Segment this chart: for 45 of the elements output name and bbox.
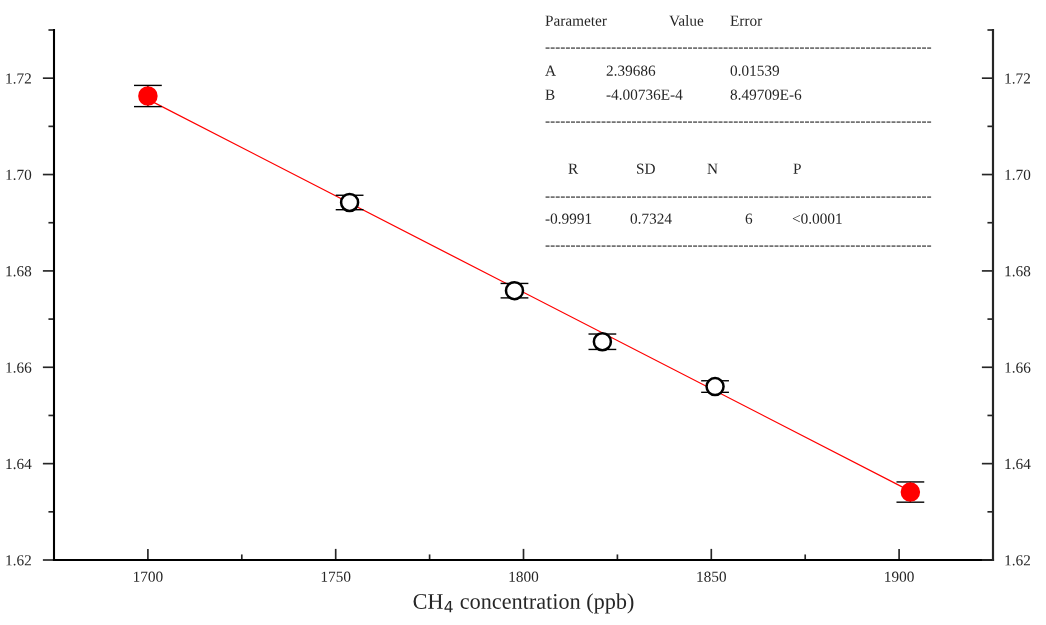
- text: Parameter: [545, 15, 607, 26]
- annotation: -4.00736E-4: [606, 89, 683, 100]
- y2-tick-label: 1.72: [1005, 73, 1030, 84]
- annotation: 0.7324: [630, 213, 672, 224]
- annotation: <0.0001: [792, 213, 842, 224]
- annotation: N: [707, 163, 718, 174]
- text: Value: [669, 15, 704, 26]
- annotation: A: [545, 65, 556, 76]
- point: [339, 192, 360, 213]
- point: [705, 376, 725, 397]
- y-tick-label: 1.70: [6, 169, 32, 181]
- y2-tick-label: 1.70: [1005, 169, 1031, 181]
- text: Error: [730, 15, 763, 26]
- annotation: ----------------------------------------------------------------------------: [545, 47, 932, 49]
- point: [900, 482, 921, 502]
- annotation: -0.9991: [545, 213, 592, 224]
- y-tick-label: 1.68: [6, 266, 32, 277]
- y2-tick-label: 1.68: [1005, 266, 1031, 277]
- x-axis-title: CH$_{4}$ concentration (ppb): [413, 593, 634, 614]
- point: [138, 86, 158, 106]
- annotation: SD: [637, 163, 655, 174]
- annotation: 6: [745, 213, 753, 224]
- y2-tick-label: 1.66: [1005, 362, 1031, 373]
- annotation: B: [545, 89, 555, 100]
- annotation: P: [793, 163, 801, 174]
- y-tick-label: 1.66: [6, 362, 32, 373]
- x-tick-label: 1850: [697, 571, 726, 582]
- annotation: 8.49709E-6: [730, 89, 802, 100]
- y2-tick-label: 1.64: [1005, 458, 1031, 470]
- y2-tick-label: 1.62: [1005, 555, 1030, 566]
- annotation: ----------------------------------------------------------------------------: [545, 121, 932, 123]
- point: [592, 331, 613, 352]
- annotation: 2.39686: [606, 65, 656, 76]
- x-tick-label: 1800: [509, 571, 539, 582]
- annotation: ----------------------------------------------------------------------------: [545, 245, 932, 247]
- y-tick-label: 1.72: [6, 73, 31, 84]
- x-tick-label: 1900: [885, 571, 914, 582]
- annotation: R: [568, 163, 579, 174]
- x-tick-label: 1750: [321, 571, 351, 582]
- x-tick-label: 1700: [133, 571, 163, 582]
- annotation: ----------------------------------------------------------------------------: [545, 196, 932, 198]
- annotation: 0.01539: [730, 65, 780, 76]
- y-tick-label: 1.62: [6, 555, 31, 566]
- y-tick-label: 1.64: [6, 458, 32, 470]
- point: [504, 280, 525, 301]
